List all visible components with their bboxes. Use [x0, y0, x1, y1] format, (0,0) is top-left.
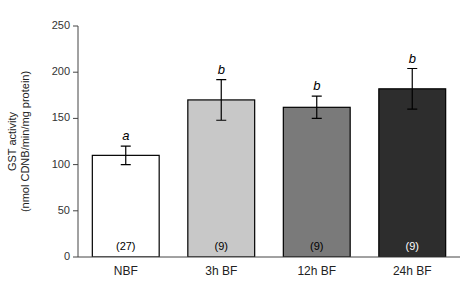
- x-axis-line: [78, 257, 460, 258]
- significance-label: b: [218, 62, 225, 77]
- error-bar: [216, 80, 226, 121]
- y-axis-label-line: GST activity: [6, 111, 18, 171]
- error-bar: [407, 69, 417, 110]
- y-tick-label: 100: [52, 158, 70, 170]
- bar: [379, 89, 446, 257]
- significance-label: b: [409, 51, 416, 66]
- error-bar: [312, 96, 322, 118]
- sample-size-label: (9): [215, 240, 228, 252]
- x-tick-label: NBF: [114, 264, 138, 278]
- y-tick: [73, 26, 78, 27]
- sample-size-label: (9): [406, 240, 419, 252]
- bar: [92, 155, 159, 257]
- bars: [92, 89, 445, 257]
- y-tick-label: 200: [52, 65, 70, 77]
- sample-size-label: (27): [116, 240, 136, 252]
- y-tick-label: 0: [64, 250, 70, 262]
- y-tick-label: 150: [52, 111, 70, 123]
- y-axis-line: [78, 26, 79, 257]
- y-tick: [73, 72, 78, 73]
- error-bar: [121, 146, 131, 164]
- bar: [188, 100, 255, 257]
- chart-container: 0 50 100 150 200 250 GST activity(nmol CDNB/mi…: [0, 0, 474, 291]
- significance-label: b: [313, 78, 320, 93]
- y-tick: [73, 164, 78, 165]
- bar: [283, 107, 350, 257]
- y-tick-label: 250: [52, 19, 70, 31]
- x-tick-label: 24h BF: [393, 264, 432, 278]
- chart-svg: 0 50 100 150 200 250 GST activity(nmol CDNB/mi…: [0, 0, 474, 291]
- y-tick: [73, 118, 78, 119]
- y-axis-label: GST activity(nmol CDNB/min/mg protein): [6, 71, 31, 212]
- x-tick-label: 12h BF: [297, 264, 336, 278]
- error-bars: [121, 69, 418, 165]
- y-axis-label-line: (nmol CDNB/min/mg protein): [19, 71, 31, 212]
- y-tick-label: 50: [58, 204, 70, 216]
- x-tick-label: 3h BF: [205, 264, 237, 278]
- significance-label: a: [122, 128, 129, 143]
- y-tick: [73, 257, 78, 258]
- y-tick: [73, 210, 78, 211]
- sample-size-label: (9): [310, 240, 323, 252]
